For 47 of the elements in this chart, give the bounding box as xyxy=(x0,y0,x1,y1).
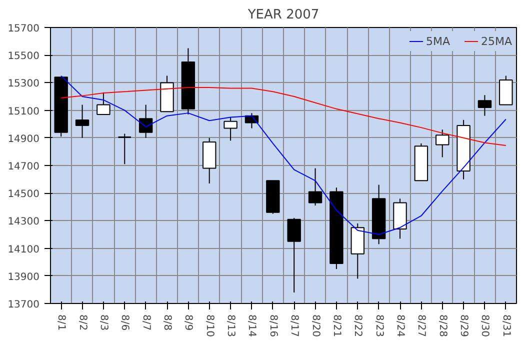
y-tick-label: 13700 xyxy=(8,300,40,310)
y-tick-label: 15700 xyxy=(8,24,40,34)
y-tick-label: 15100 xyxy=(8,106,40,118)
x-tick-label: 8/31 xyxy=(500,314,512,337)
x-tick-label: 8/8 xyxy=(162,314,172,331)
x-tick-label: 8/21 xyxy=(330,314,342,337)
legend-label: 25MA xyxy=(480,34,512,48)
x-tick-label: 8/6 xyxy=(119,314,130,331)
x-tick-label: 8/10 xyxy=(204,314,215,337)
x-tick-label: 8/17 xyxy=(288,314,300,337)
y-tick-label: 14700 xyxy=(8,162,40,172)
x-tick-label: 8/14 xyxy=(246,314,258,337)
x-tick-label: 8/1 xyxy=(56,314,67,331)
x-tick-label: 8/20 xyxy=(310,314,321,337)
x-tick-label: 8/24 xyxy=(394,314,406,337)
legend-label: 5MA xyxy=(426,34,450,48)
x-tick-label: 8/9 xyxy=(182,314,194,331)
candlestick xyxy=(478,94,492,116)
line-series xyxy=(60,87,506,146)
x-tick-label: 8/13 xyxy=(225,314,236,337)
y-tick-label: 13900 xyxy=(8,272,40,283)
y-tick-label: 14500 xyxy=(8,189,40,200)
x-tick-label: 8/3 xyxy=(98,314,109,331)
x-tick-label: 8/27 xyxy=(416,314,427,337)
chart-title: YEAR 2007 xyxy=(246,8,320,22)
x-tick-label: 8/22 xyxy=(352,314,364,337)
line-series xyxy=(60,75,506,235)
y-tick-label: 15300 xyxy=(8,78,40,90)
candlestick xyxy=(308,168,322,206)
x-tick-label: 8/7 xyxy=(140,314,152,331)
x-tick-label: 8/29 xyxy=(458,314,470,337)
x-tick-label: 8/23 xyxy=(373,314,384,337)
y-tick-label: 14300 xyxy=(8,216,40,228)
candlestick xyxy=(75,104,90,138)
x-tick-label: 8/30 xyxy=(479,314,490,337)
x-tick-label: 8/2 xyxy=(76,314,88,331)
x-tick-label: 8/16 xyxy=(267,314,278,337)
candlestick xyxy=(224,116,238,142)
candlestick xyxy=(138,104,153,138)
candlestick xyxy=(436,129,450,158)
y-tick-label: 14100 xyxy=(8,244,40,256)
candlestick xyxy=(118,133,132,165)
y-tick-label: 14900 xyxy=(8,134,40,145)
candlestick xyxy=(287,217,301,293)
x-tick-label: 8/28 xyxy=(436,314,448,337)
y-tick-label: 15500 xyxy=(8,51,40,62)
candlestick xyxy=(96,92,110,115)
